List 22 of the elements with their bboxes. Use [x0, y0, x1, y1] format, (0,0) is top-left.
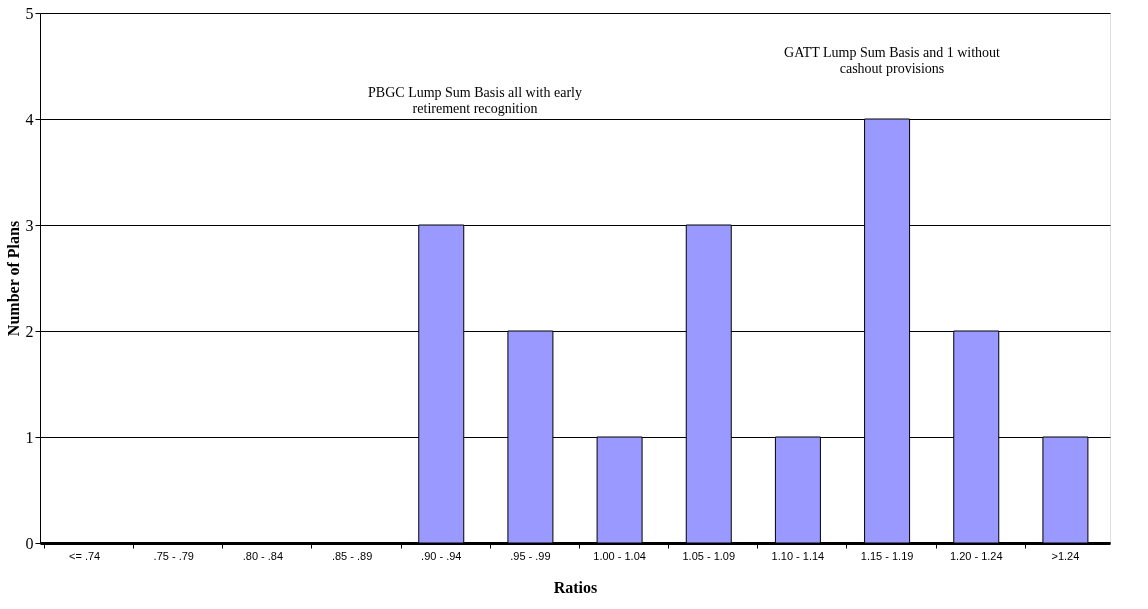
y-axis-title: Number of Plans [4, 220, 22, 337]
x-tick-label: <= .74 [68, 549, 101, 562]
x-tick-label: .80 - .84 [242, 549, 284, 562]
x-tick-label: 1.05 - 1.09 [682, 549, 736, 562]
x-tick-label: 1.00 - 1.04 [593, 549, 646, 562]
x-tick-label: 1.15 - 1.19 [860, 549, 914, 562]
annotation: GATT Lump Sum Basis and 1 without cashout provisions [784, 45, 1001, 76]
x-axis-title: Ratios [553, 578, 598, 596]
y-tick-label: 5 [25, 4, 34, 22]
y-tick-label: 2 [25, 322, 34, 340]
annotation: PBGC Lump Sum Basis all with early retirement recognition [368, 85, 582, 116]
y-tick-label: 3 [25, 216, 34, 234]
y-tick-label: 4 [25, 110, 34, 128]
y-tick-label: 1 [25, 428, 34, 446]
x-tick-label: .95 - .99 [510, 549, 551, 562]
x-tick-label: 1.10 - 1.14 [771, 549, 825, 562]
x-tick-label: .85 - .89 [331, 549, 373, 562]
x-tick-label: >1.24 [1051, 549, 1080, 562]
y-tick-label: 0 [25, 534, 34, 552]
x-tick-label: .75 - .79 [153, 549, 194, 562]
x-tick-label: .90 - .94 [421, 549, 462, 562]
x-tick-label: 1.20 - 1.24 [949, 549, 1003, 562]
